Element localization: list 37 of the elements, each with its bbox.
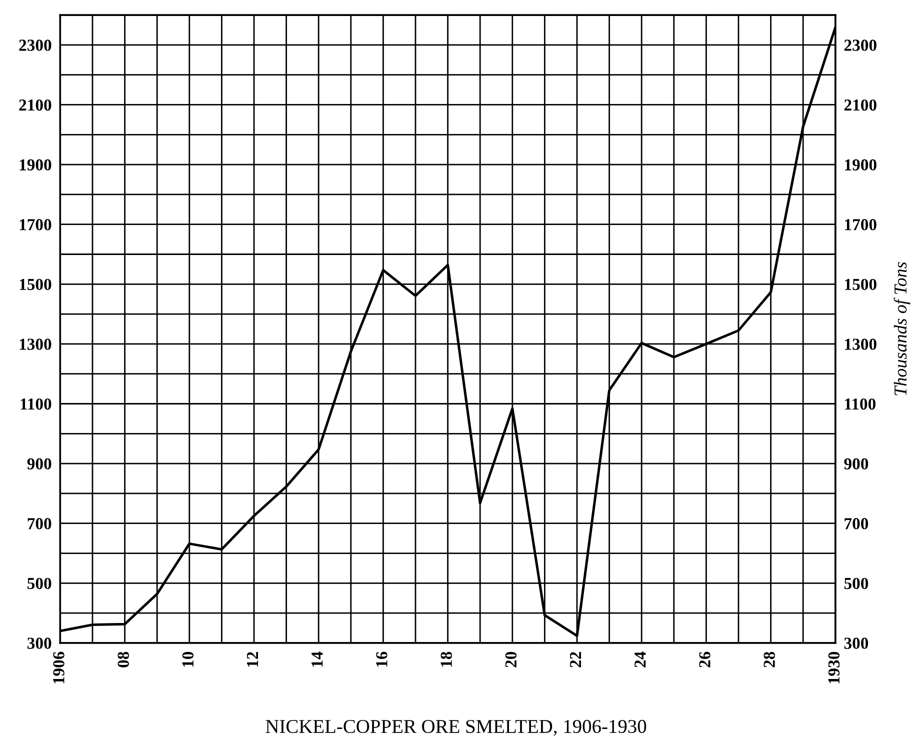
y2-axis-title: Thousands of Tons xyxy=(894,262,910,396)
y-tick-label: 2100 xyxy=(19,99,52,111)
x-tick-label: 18 xyxy=(440,652,452,667)
x-tick-label: 1930 xyxy=(828,652,840,684)
y-tick-label: 2300 xyxy=(19,40,52,51)
y2-tick-label: 1500 xyxy=(845,278,876,290)
y2-tick-label: 1900 xyxy=(845,159,876,170)
y2-tick-label: 500 xyxy=(844,578,868,590)
y-tick-label: 1700 xyxy=(20,219,52,230)
y2-tick-label: 900 xyxy=(844,458,868,470)
text: NICKEL-COPPER ORE SMELTED, 1906-1930 xyxy=(266,720,646,736)
y2-tick-label: 2300 xyxy=(844,40,876,51)
x-tick-label: 1906 xyxy=(53,652,64,684)
y-tick-label: 300 xyxy=(27,638,52,649)
y-tick-label: 1500 xyxy=(20,278,52,290)
y-tick-label: 700 xyxy=(28,518,52,530)
x-tick-label: 08 xyxy=(118,652,129,668)
x-tick-label: 20 xyxy=(505,652,517,668)
x-tick-label: 10 xyxy=(182,652,194,667)
y-tick-label: 500 xyxy=(28,578,52,590)
y-tick-label: 1100 xyxy=(20,398,52,410)
x-tick-label: 26 xyxy=(699,652,710,668)
y2-tick-label: 300 xyxy=(844,638,868,649)
y-tick-label: 1300 xyxy=(20,338,52,350)
x-tick-label: 24 xyxy=(634,652,646,668)
x-tick-label: 22 xyxy=(570,652,581,668)
x-tick-label: 16 xyxy=(376,652,388,667)
y2-tick-label: 1300 xyxy=(845,338,876,350)
y2-tick-label: 1700 xyxy=(845,219,876,230)
y2-tick-label: 2100 xyxy=(844,99,876,111)
y2-tick-label: 1100 xyxy=(845,398,876,410)
y-tick-label: 900 xyxy=(27,458,52,470)
x-tick-label: 12 xyxy=(246,652,258,667)
x-tick-label: 28 xyxy=(764,652,775,668)
y-tick-label: 1900 xyxy=(20,159,52,170)
y2-tick-label: 700 xyxy=(844,518,868,530)
x-tick-label: 14 xyxy=(312,652,323,667)
